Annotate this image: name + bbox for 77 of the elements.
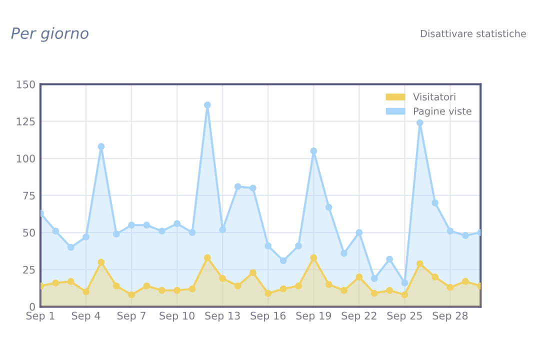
point (67, 244, 74, 251)
y-tick-label: 125 (16, 118, 35, 126)
point (310, 254, 318, 262)
point (174, 286, 181, 294)
point (158, 228, 166, 235)
y-tick-label: 150 (16, 80, 35, 88)
point (462, 278, 469, 285)
point (462, 232, 469, 239)
y-tick-label: 100 (16, 154, 35, 162)
point (386, 286, 394, 294)
point (188, 285, 196, 292)
point (325, 204, 332, 211)
point (234, 282, 242, 290)
point (370, 275, 378, 282)
point (432, 274, 439, 280)
point (432, 199, 439, 206)
point (174, 220, 181, 228)
point (128, 291, 136, 298)
x-tick-label: Sep 13 (205, 312, 240, 322)
point (204, 254, 211, 262)
point (204, 102, 211, 108)
point (340, 286, 348, 294)
point (98, 258, 105, 266)
point (219, 275, 226, 282)
y-tick-label: 0 (30, 302, 35, 311)
point (295, 242, 302, 250)
point (52, 228, 60, 235)
point (234, 183, 242, 190)
point (325, 280, 332, 288)
legend-label: Visitatori (413, 93, 456, 101)
point (340, 250, 348, 257)
point (356, 229, 363, 236)
point (264, 242, 272, 250)
point (112, 282, 120, 290)
point (264, 290, 272, 297)
point (188, 229, 196, 236)
point (370, 290, 378, 297)
point (416, 260, 424, 268)
point (280, 257, 287, 264)
point (446, 284, 454, 291)
point (356, 274, 363, 280)
x-tick-label: Sep 10 (160, 312, 194, 322)
legend-label: Pagine viste (414, 107, 472, 117)
x-tick-label: Sep 4 (72, 312, 100, 322)
x-tick-label: Sep 25 (387, 312, 422, 322)
point (219, 226, 226, 234)
text: Disattivare statistiche (420, 30, 526, 38)
x-tick-label: Sep 19 (296, 312, 332, 322)
x-tick-label: Sep 28 (432, 312, 468, 322)
point (158, 286, 166, 294)
point (67, 278, 74, 285)
chart-title: Per giorno (11, 27, 88, 42)
point (280, 285, 287, 292)
point (249, 269, 256, 276)
point (82, 234, 90, 240)
point (98, 143, 105, 150)
x-tick-label: Sep 16 (250, 312, 286, 322)
point (295, 282, 302, 290)
point (401, 279, 408, 286)
point (112, 230, 120, 238)
x-tick-label: Sep 7 (117, 312, 146, 322)
point (386, 256, 394, 263)
point (446, 228, 454, 235)
x-tick-label: Sep 1 (26, 312, 54, 322)
point (143, 282, 150, 290)
point (128, 222, 136, 229)
point (401, 291, 408, 298)
point (416, 119, 424, 126)
point (249, 184, 256, 192)
y-tick-label: 50 (23, 228, 35, 237)
y-tick-label: 25 (23, 266, 35, 274)
point (82, 288, 90, 296)
point (52, 279, 60, 286)
point (143, 222, 150, 229)
x-tick-label: Sep 22 (342, 312, 376, 322)
point (310, 148, 318, 154)
y-tick-label: 75 (23, 192, 35, 200)
